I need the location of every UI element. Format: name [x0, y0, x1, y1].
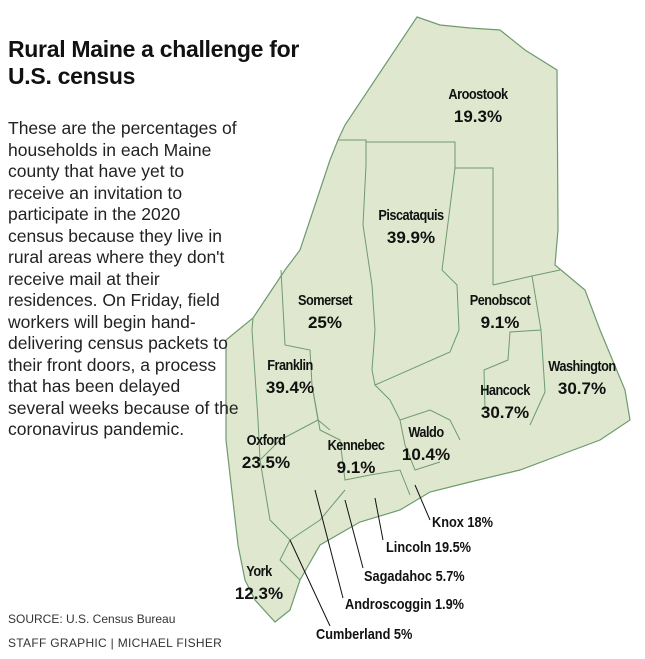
headline: Rural Maine a challenge for U.S. census [8, 36, 299, 89]
graphic-credit: STAFF GRAPHIC | MICHAEL FISHER [8, 636, 223, 650]
description: These are the percentages of households … [8, 118, 239, 439]
county-label-aroostook: Aroostook 19.3% [448, 86, 508, 126]
source-note: SOURCE: U.S. Census Bureau [8, 612, 176, 626]
leader-cumberland [289, 539, 331, 627]
county-label-oxford: Oxford 23.5% [241, 432, 291, 472]
county-label-washington: Washington 30.7% [548, 358, 616, 398]
county-label-franklin: Franklin 39.4% [265, 357, 315, 397]
callout-androscoggin: Androscoggin 1.9% [345, 596, 465, 613]
callout-knox: Knox 18% [432, 514, 493, 531]
callout-lincoln: Lincoln 19.5% [386, 539, 472, 556]
county-label-kennebec: Kennebec 9.1% [327, 437, 385, 477]
leader-androscoggin [314, 489, 344, 599]
county-label-york: York 12.3% [234, 563, 284, 603]
county-label-somerset: Somerset 25% [297, 292, 353, 332]
leader-lines [289, 484, 431, 627]
county-label-penobscot: Penobscot 9.1% [469, 292, 531, 332]
callout-sagadahoc: Sagadahoc 5.7% [364, 568, 465, 585]
leader-lincoln [374, 497, 384, 541]
county-label-piscataquis: Piscataquis 39.9% [378, 207, 444, 247]
leader-sagadahoc [344, 499, 364, 569]
county-label-waldo: Waldo 10.4% [401, 424, 451, 464]
maine-outline [225, 16, 631, 623]
callout-cumberland: Cumberland 5% [316, 626, 413, 643]
leader-knox [414, 484, 431, 521]
county-label-hancock: Hancock 30.7% [480, 382, 530, 422]
